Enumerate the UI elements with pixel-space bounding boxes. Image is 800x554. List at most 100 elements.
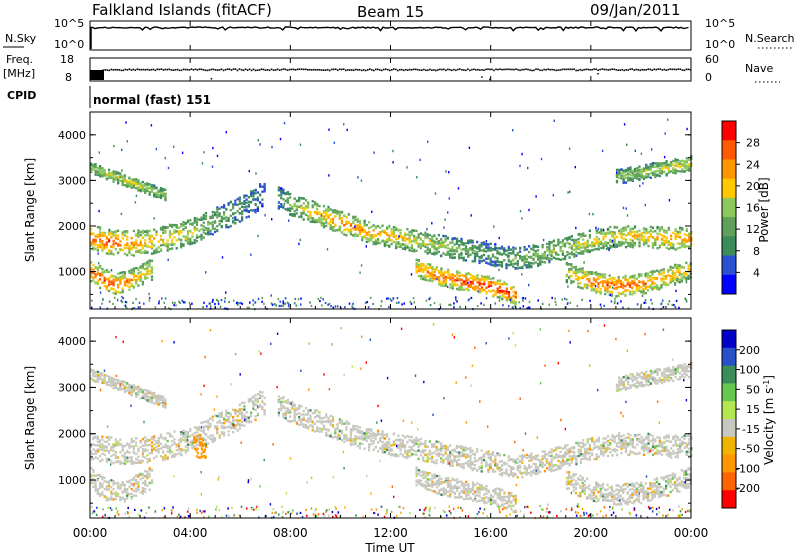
freq-point bbox=[104, 69, 107, 71]
scatter-cell bbox=[665, 166, 668, 169]
scatter-cell bbox=[667, 167, 670, 171]
scatter-cell bbox=[144, 239, 147, 242]
freq-point bbox=[236, 69, 239, 72]
scatter-cell bbox=[130, 253, 133, 257]
scatter-cell bbox=[112, 172, 115, 175]
scatter-cell bbox=[128, 280, 131, 283]
scatter-cell bbox=[182, 429, 185, 432]
scatter-cell bbox=[440, 267, 443, 270]
scatter-cell bbox=[99, 265, 102, 268]
scatter-cell bbox=[193, 228, 196, 231]
scatter-cell bbox=[126, 278, 129, 281]
scatter-cell bbox=[90, 274, 93, 277]
scatter-cell bbox=[141, 448, 144, 451]
freq-point bbox=[248, 68, 251, 71]
speckle-cell bbox=[121, 295, 123, 299]
scatter-cell bbox=[114, 176, 117, 180]
scatter-cell bbox=[307, 218, 310, 221]
scatter-cell bbox=[627, 232, 630, 235]
freq-point bbox=[282, 68, 285, 70]
scatter-cell bbox=[440, 254, 443, 258]
scatter-cell bbox=[184, 237, 187, 240]
noise-cell bbox=[554, 300, 557, 303]
scatter-cell bbox=[480, 260, 483, 263]
scatter-cell bbox=[637, 289, 641, 293]
scatter-cell bbox=[460, 253, 463, 256]
scatter-cell bbox=[320, 217, 323, 221]
scatter-cell bbox=[514, 256, 517, 260]
scatter-cell bbox=[590, 272, 593, 276]
scatter-cell bbox=[422, 244, 425, 247]
scatter-cell bbox=[189, 435, 192, 438]
scatter-cell bbox=[395, 246, 398, 250]
freq-point bbox=[689, 68, 692, 71]
scatter-cell bbox=[426, 252, 429, 255]
freq-point bbox=[348, 69, 351, 71]
scatter-cell bbox=[660, 243, 664, 246]
scatter-cell bbox=[651, 242, 655, 245]
scatter-cell bbox=[377, 240, 380, 243]
speckle-cell bbox=[398, 235, 400, 238]
scatter-cell bbox=[624, 294, 627, 297]
scatter-cell bbox=[505, 283, 508, 286]
scatter-cell bbox=[451, 281, 454, 284]
speckle-cell bbox=[468, 146, 471, 149]
scatter-cell bbox=[99, 228, 102, 231]
scatter-cell bbox=[137, 450, 140, 453]
scatter-cell bbox=[132, 184, 135, 187]
scatter-cell bbox=[220, 432, 223, 435]
scatter-cell bbox=[168, 433, 172, 436]
scatter-cell bbox=[103, 243, 106, 246]
scatter-cell bbox=[121, 271, 124, 274]
scatter-cell bbox=[570, 281, 573, 285]
scatter-cell bbox=[114, 229, 117, 233]
scatter-cell bbox=[433, 240, 436, 243]
scatter-cell bbox=[99, 454, 102, 458]
scatter-cell bbox=[478, 284, 481, 287]
scatter-cell bbox=[455, 237, 459, 240]
scatter-cell bbox=[534, 245, 537, 248]
scatter-cell bbox=[640, 286, 643, 289]
scatter-cell bbox=[588, 277, 591, 281]
scatter-cell bbox=[117, 283, 120, 287]
scatter-cell bbox=[577, 244, 580, 247]
freq-point bbox=[647, 68, 649, 70]
scatter-cell bbox=[186, 230, 190, 233]
scatter-cell bbox=[99, 231, 102, 234]
freq-point bbox=[519, 69, 521, 72]
scatter-cell bbox=[117, 234, 120, 237]
scatter-cell bbox=[588, 244, 591, 247]
scatter-cell bbox=[599, 291, 602, 294]
scatter-cell bbox=[557, 257, 560, 261]
scatter-cell bbox=[141, 231, 144, 234]
scatter-cell bbox=[220, 425, 223, 428]
freq-point bbox=[302, 68, 305, 71]
scatter-cell bbox=[211, 221, 214, 224]
freq-point bbox=[142, 68, 145, 71]
scatter-cell bbox=[263, 413, 266, 416]
scatter-cell bbox=[674, 283, 677, 286]
speckle-cell bbox=[616, 171, 618, 174]
scatter-cell bbox=[651, 171, 655, 175]
scatter-cell bbox=[597, 284, 600, 288]
scatter-cell bbox=[164, 458, 167, 461]
scatter-cell bbox=[519, 254, 522, 258]
scatter-cell bbox=[191, 241, 194, 244]
scatter-cell bbox=[390, 234, 393, 237]
noise-cell bbox=[238, 302, 240, 305]
freq-point bbox=[575, 69, 577, 72]
scatter-cell bbox=[640, 234, 643, 237]
scatter-cell bbox=[399, 242, 402, 246]
scatter-cell bbox=[606, 290, 609, 294]
scatter-cell bbox=[336, 211, 339, 214]
scatter-cell bbox=[602, 238, 605, 241]
scatter-cell bbox=[225, 208, 228, 211]
scatter-cell bbox=[92, 248, 95, 251]
scatter-cell bbox=[101, 452, 104, 455]
scatter-cell bbox=[112, 243, 115, 246]
scatter-cell bbox=[216, 430, 219, 433]
scatter-cell bbox=[108, 171, 111, 175]
scatter-cell bbox=[112, 170, 115, 174]
scatter-cell bbox=[406, 246, 409, 249]
